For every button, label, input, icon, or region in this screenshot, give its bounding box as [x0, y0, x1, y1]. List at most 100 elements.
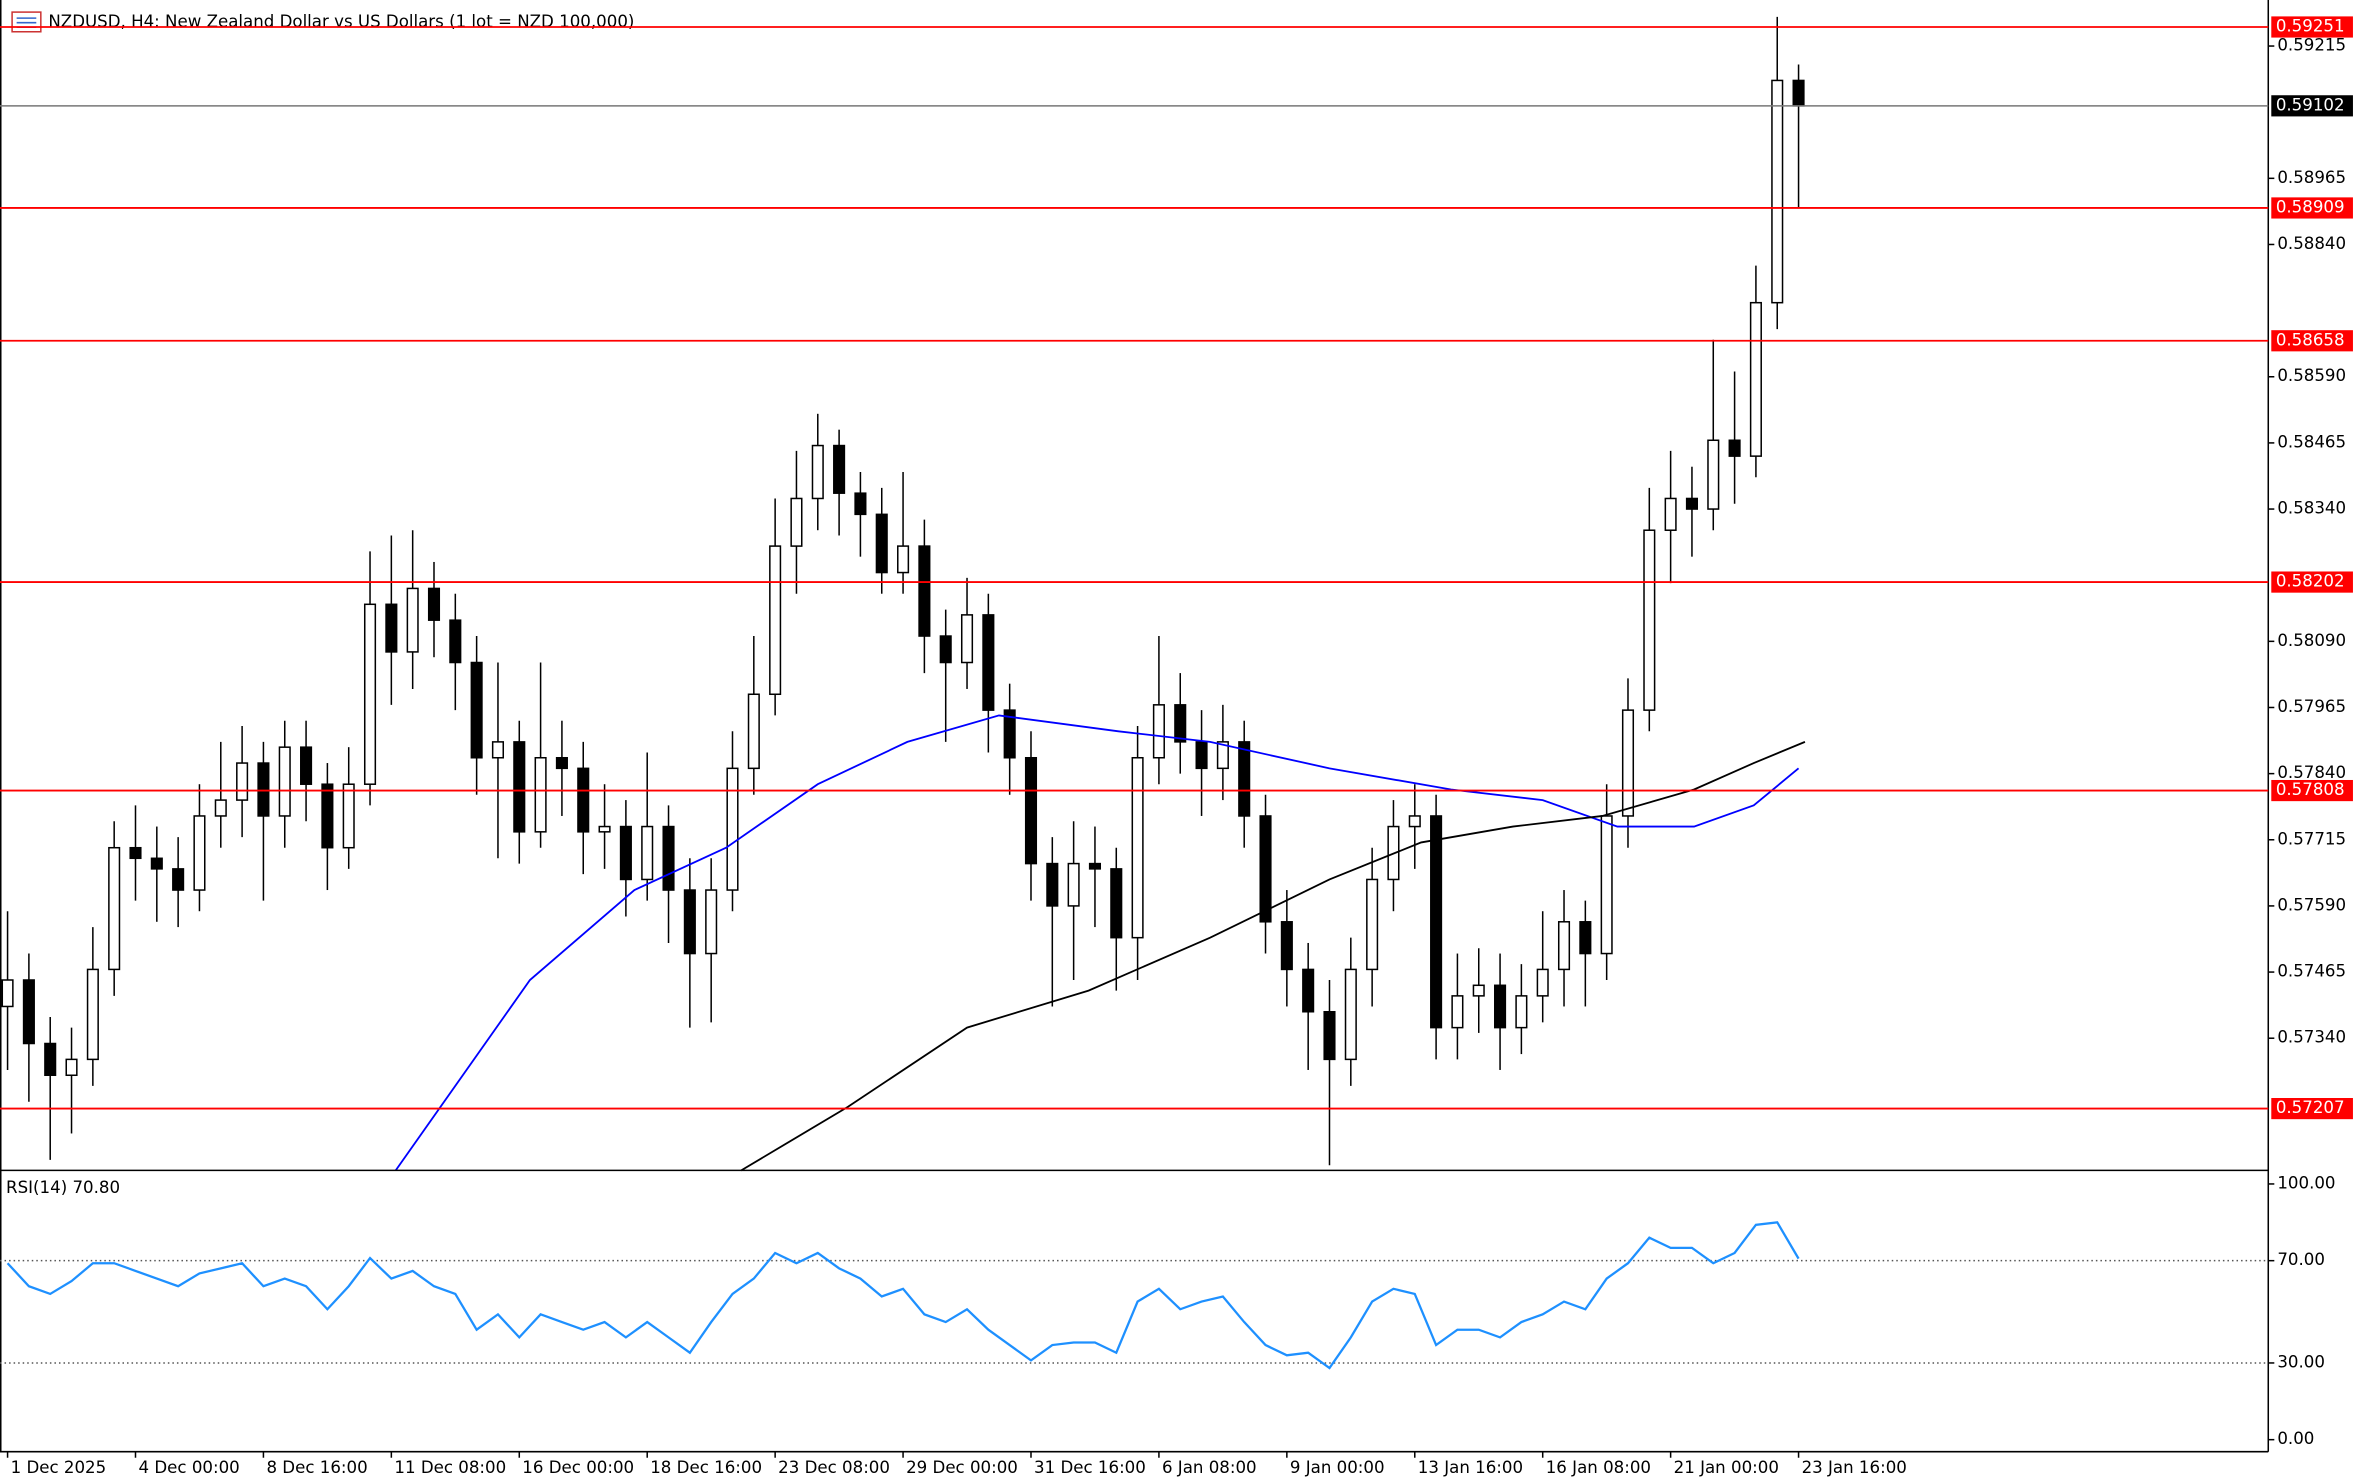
- candle-body: [1302, 968, 1315, 1013]
- candle-body: [1451, 995, 1464, 1029]
- candle-body: [257, 762, 270, 817]
- candle-body: [1238, 741, 1251, 817]
- x-tick-label: 23 Dec 08:00: [778, 1458, 890, 1477]
- y-tick-label: 0.59215: [2277, 36, 2346, 55]
- candle-body: [193, 815, 206, 891]
- candle-body: [897, 545, 910, 574]
- candle-body: [1536, 968, 1549, 997]
- candle-body: [1344, 968, 1357, 1061]
- x-tick-label: 18 Dec 16:00: [650, 1458, 762, 1477]
- candle-body: [214, 799, 227, 817]
- candle-body: [747, 693, 760, 770]
- candle-body: [683, 889, 696, 955]
- candle-body: [619, 825, 632, 881]
- candle-body: [1685, 497, 1699, 510]
- candle-body: [1557, 921, 1571, 971]
- candle-body: [22, 979, 35, 1045]
- candle-body: [1366, 878, 1379, 971]
- candle-body: [833, 444, 846, 494]
- candle-body: [1621, 709, 1635, 817]
- price-level-label-bg: [2271, 197, 2353, 219]
- candle-body: [960, 614, 974, 664]
- x-tick-label: 16 Jan 08:00: [1546, 1458, 1651, 1477]
- y-tick-label: 0.00: [2277, 1429, 2314, 1448]
- candle-body: [1728, 439, 1741, 457]
- plot-area: [1, 16, 1806, 1172]
- candle-body: [705, 889, 718, 955]
- x-tick-label: 31 Dec 16:00: [1034, 1458, 1146, 1477]
- y-tick-label: 0.58465: [2277, 432, 2346, 451]
- candle-body: [236, 762, 249, 801]
- candle-body: [726, 767, 739, 891]
- candle-body: [1792, 79, 1805, 107]
- candle-body: [1, 979, 14, 1008]
- candle-body: [790, 497, 803, 547]
- price-level-label: 0.57808: [2276, 780, 2345, 799]
- candle-body: [811, 444, 824, 500]
- candle-body: [1003, 709, 1016, 759]
- candle-body: [1110, 868, 1123, 939]
- y-tick-label: 0.58840: [2277, 234, 2346, 253]
- candle-body: [1749, 301, 1762, 457]
- rsi-line: [6, 1221, 1800, 1370]
- candle-body: [1664, 497, 1677, 531]
- x-tick-label: 1 Dec 2025: [11, 1458, 107, 1477]
- candle-body: [939, 635, 952, 664]
- candle-body: [769, 545, 782, 696]
- candle-body: [1280, 921, 1293, 971]
- candle-body: [1643, 529, 1656, 711]
- candle-body: [1088, 862, 1102, 870]
- price-level-label: 0.57207: [2276, 1098, 2345, 1117]
- candle-body: [321, 783, 334, 849]
- candle-body: [513, 741, 526, 833]
- candle-body: [577, 767, 590, 833]
- candle-body: [1152, 704, 1165, 759]
- candle-body: [1430, 815, 1443, 1029]
- candle-body: [1771, 79, 1784, 304]
- chart-title: NZDUSD, H4: New Zealand Dollar vs US Dol…: [48, 12, 634, 31]
- candle-body: [1515, 995, 1528, 1029]
- candle-body: [342, 783, 355, 849]
- x-tick-label: 29 Dec 00:00: [906, 1458, 1018, 1477]
- candle-body: [1174, 704, 1187, 743]
- y-tick-label: 0.57715: [2277, 829, 2346, 848]
- x-tick-label: 21 Jan 00:00: [1674, 1458, 1779, 1477]
- candle-body: [363, 603, 377, 785]
- x-tick-label: 16 Dec 00:00: [522, 1458, 634, 1477]
- y-tick-label: 0.57465: [2277, 962, 2346, 981]
- candle-body: [1472, 984, 1485, 997]
- y-tick-label: 100.00: [2277, 1173, 2335, 1192]
- y-tick-label: 70.00: [2277, 1250, 2325, 1269]
- price-level-label-bg: [2271, 779, 2353, 802]
- candle-body: [470, 661, 483, 759]
- candle-body: [1259, 815, 1272, 923]
- candle-body: [1600, 815, 1613, 955]
- x-tick-label: 13 Jan 16:00: [1418, 1458, 1523, 1477]
- candle-body: [491, 741, 505, 759]
- y-tick-label: 30.00: [2277, 1352, 2325, 1371]
- y-tick-label: 0.58340: [2277, 499, 2346, 518]
- y-tick-label: 0.58090: [2277, 631, 2346, 650]
- candle-body: [1494, 984, 1507, 1029]
- price-level-label: 0.58658: [2276, 330, 2345, 349]
- symbol-icon: [11, 11, 42, 33]
- y-tick-label: 0.57840: [2277, 763, 2346, 782]
- candle-body: [1408, 815, 1421, 828]
- x-tick-label: 23 Jan 16:00: [1802, 1458, 1907, 1477]
- price-level-label: 0.58202: [2276, 572, 2345, 591]
- candle-body: [86, 968, 99, 1061]
- candle-body: [449, 619, 462, 664]
- candle-body: [406, 587, 419, 653]
- candle-body: [1579, 921, 1592, 955]
- candle-body: [641, 825, 654, 881]
- price-level-label-bg: [2271, 1098, 2353, 1120]
- x-tick-label: 4 Dec 00:00: [139, 1458, 240, 1477]
- x-tick-label: 8 Dec 16:00: [266, 1458, 367, 1477]
- y-tick-label: 0.58590: [2277, 366, 2346, 385]
- candle-body: [662, 825, 675, 891]
- candle-body: [427, 587, 441, 621]
- candle-body: [555, 756, 568, 770]
- candle-body: [278, 746, 291, 817]
- candle-body: [108, 846, 121, 971]
